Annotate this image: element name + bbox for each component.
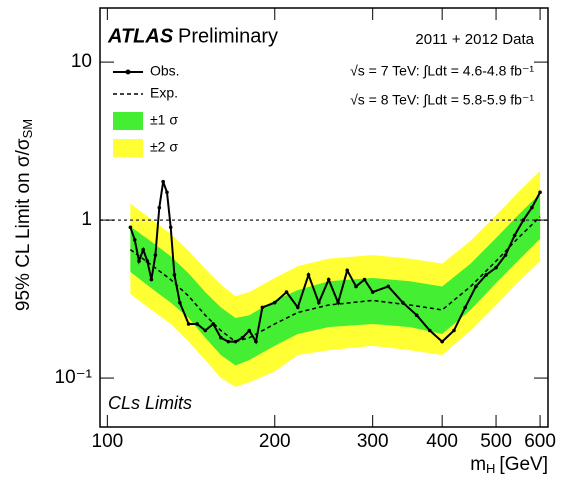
x-tick-label: 600	[524, 431, 556, 452]
legend-obs-marker	[125, 69, 131, 75]
observed-point	[153, 253, 158, 257]
observed-point	[240, 335, 245, 340]
observed-point	[145, 259, 150, 263]
observed-point	[440, 339, 444, 344]
legend-swatch	[113, 139, 143, 157]
observed-point	[484, 273, 488, 277]
observed-point	[128, 225, 133, 230]
observed-point	[530, 205, 534, 210]
legend-label: ±1 σ	[150, 112, 178, 128]
expected-line	[129, 216, 541, 343]
observed-point	[362, 277, 367, 282]
observed-point	[386, 284, 391, 289]
observed-point	[226, 339, 231, 344]
observed-point	[132, 238, 137, 242]
legend-swatch	[113, 112, 143, 130]
observed-point	[233, 339, 238, 344]
legend-label: Obs.	[150, 63, 180, 79]
observed-point	[260, 305, 265, 310]
observed-point	[165, 190, 169, 195]
lumi-label: √s = 8 TeV: ∫Ldt = 5.8-5.9 fb⁻¹	[350, 92, 534, 108]
y-axis-label-sub: SM	[20, 119, 35, 139]
observed-point	[186, 322, 191, 326]
observed-point	[178, 300, 182, 305]
observed-point	[512, 233, 517, 238]
x-tick-label: 200	[259, 431, 291, 452]
y-axis-label-main: 95% CL Limit on σ/σ	[13, 138, 34, 311]
observed-point	[172, 273, 177, 277]
observed-point	[326, 277, 331, 282]
sigma-band	[130, 193, 541, 366]
x-tick-label: 100	[92, 431, 124, 452]
observed-point	[538, 190, 542, 195]
x-tick-label: 500	[480, 431, 512, 452]
plot-area	[100, 170, 548, 387]
chart-title: ATLAS	[107, 25, 174, 47]
observed-point	[463, 305, 467, 310]
observed-point	[401, 300, 405, 305]
observed-point	[427, 328, 432, 333]
observed-point	[272, 300, 277, 305]
y-tick-label: 1	[81, 209, 92, 230]
observed-point	[247, 328, 252, 333]
chart-subtitle: Preliminary	[178, 25, 278, 47]
legend-label: ±2 σ	[150, 139, 178, 155]
legend-label: Exp.	[150, 85, 178, 101]
observed-point	[149, 277, 154, 282]
observed-line	[129, 181, 541, 345]
observed-point	[211, 322, 215, 326]
observed-point	[452, 328, 456, 333]
observed-point	[474, 284, 478, 289]
observed-point	[137, 259, 141, 263]
x-axis-label-sub: H	[486, 461, 495, 476]
observed-point	[503, 253, 508, 257]
y-tick-label: 10⁻¹	[55, 367, 93, 388]
method-label: CLs Limits	[108, 393, 192, 413]
y-axis-label: 95% CL Limit on σ/σSM	[13, 119, 35, 311]
observed-point	[370, 290, 375, 294]
observed-point	[284, 290, 289, 294]
data-label: 2011 + 2012 Data	[415, 31, 534, 48]
observed-point	[141, 247, 146, 252]
observed-point	[521, 218, 526, 222]
observed-point	[345, 268, 350, 273]
observed-point	[168, 225, 173, 230]
observed-point	[336, 300, 340, 305]
observed-point	[354, 284, 358, 289]
x-axis-label-unit: [GeV]	[499, 454, 548, 475]
y-tick-label: 10	[71, 51, 92, 72]
observed-point	[295, 305, 300, 310]
observed-point	[161, 179, 165, 184]
x-axis-label-main: m	[470, 454, 486, 475]
observed-point	[254, 339, 258, 344]
observed-point	[316, 300, 321, 305]
observed-point	[494, 265, 498, 270]
x-axis-label: mH [GeV]	[470, 454, 548, 476]
observed-point	[157, 205, 162, 210]
x-tick-label: 300	[357, 431, 389, 452]
observed-point	[195, 322, 199, 326]
observed-point	[306, 273, 311, 277]
x-tick-label: 400	[426, 431, 458, 452]
observed-point	[219, 335, 223, 340]
lumi-label: √s = 7 TeV: ∫Ldt = 4.6-4.8 fb⁻¹	[350, 63, 534, 79]
plot-frame	[99, 7, 549, 428]
observed-point	[414, 313, 419, 317]
observed-point	[203, 328, 208, 333]
